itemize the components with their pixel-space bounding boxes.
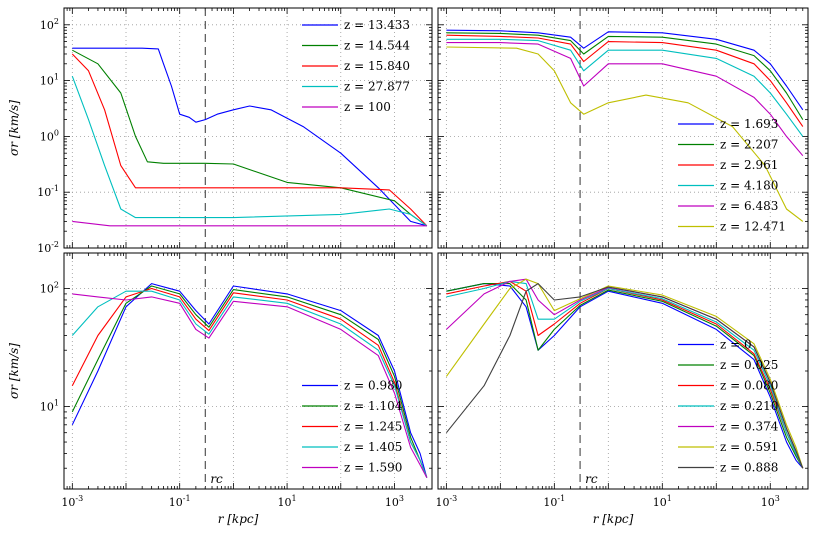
x-axis-label: r [kpc] bbox=[218, 512, 259, 526]
x-tick-label: 101 bbox=[653, 494, 672, 509]
y-tick-label: 101 bbox=[40, 399, 59, 414]
panel-bottom-left: rc 10-3 10-1 101 103 101 102 σr [km/s] r [kpc] z … bbox=[7, 252, 433, 526]
y-tick-label: 101 bbox=[40, 73, 59, 88]
x-tick-label: 10-3 bbox=[61, 494, 83, 509]
plot-frame bbox=[63, 7, 433, 249]
legend-label: z = 14.544 bbox=[344, 39, 410, 53]
series-line bbox=[71, 290, 428, 478]
legend-label: z = 0.888 bbox=[720, 461, 778, 475]
series-group bbox=[71, 283, 428, 478]
legend-label: z = 0.980 bbox=[344, 379, 402, 393]
legend-label: z = 1.405 bbox=[344, 440, 402, 454]
series-group bbox=[71, 47, 428, 227]
plot-frame bbox=[437, 7, 809, 249]
series-line bbox=[446, 283, 804, 469]
y-tick-label: 102 bbox=[40, 17, 59, 32]
legend-label: z = 0.080 bbox=[720, 379, 778, 393]
legend-label: z = 0.374 bbox=[720, 420, 779, 434]
y-tick-label: 102 bbox=[40, 281, 59, 296]
y-tick-label: 100 bbox=[40, 128, 59, 143]
series-line bbox=[445, 283, 804, 469]
series-line bbox=[446, 29, 804, 111]
legend-label: z = 2.207 bbox=[720, 138, 778, 152]
legend-label: z = 100 bbox=[344, 100, 391, 114]
series-line bbox=[71, 76, 428, 227]
x-tick-label: 101 bbox=[278, 494, 297, 509]
legend-label: z = 0.210 bbox=[720, 399, 778, 413]
series-line bbox=[71, 285, 428, 478]
y-axis-label: σr [km/s] bbox=[7, 100, 21, 156]
rc-label: rc bbox=[210, 472, 223, 486]
x-tick-label: 10-1 bbox=[169, 494, 191, 509]
legend-label: z = 1.104 bbox=[344, 399, 403, 413]
legend-label: z = 1.245 bbox=[344, 420, 402, 434]
series-line bbox=[445, 278, 804, 469]
legend-label: z = 0.025 bbox=[720, 358, 778, 372]
series-line bbox=[72, 49, 428, 227]
x-tick-label: 10-1 bbox=[543, 494, 565, 509]
legend: z = 13.433 z = 14.544 z = 15.840 z = 27.877… bbox=[302, 18, 410, 114]
legend-label: z = 6.483 bbox=[720, 199, 778, 213]
legend: z = 0 z = 0.025 z = 0.080 z = 0.210 z = 0.37… bbox=[678, 338, 779, 475]
panel-top-right: z = 1.693 z = 2.207 z = 2.961 z = 4.180 z = … bbox=[437, 7, 809, 249]
x-tick-label: 10-3 bbox=[435, 494, 457, 509]
legend-label: z = 4.180 bbox=[720, 179, 778, 193]
plot-frame bbox=[437, 252, 809, 490]
series-line bbox=[446, 32, 804, 120]
series-line bbox=[446, 46, 804, 222]
legend-label: z = 0 bbox=[720, 338, 752, 352]
series-line bbox=[446, 42, 804, 157]
series-line bbox=[446, 34, 804, 127]
y-tick-label: 10-2 bbox=[37, 240, 59, 255]
legend-label: z = 2.961 bbox=[720, 158, 778, 172]
series-line bbox=[72, 293, 428, 478]
x-tick-label: 103 bbox=[385, 494, 404, 509]
legend-label: z = 12.471 bbox=[720, 220, 786, 234]
series-line bbox=[72, 220, 427, 227]
series-line bbox=[446, 280, 804, 469]
legend: z = 1.693 z = 2.207 z = 2.961 z = 4.180 z = … bbox=[678, 117, 786, 234]
rc-label: rc bbox=[585, 472, 598, 486]
x-axis-label: r [kpc] bbox=[593, 512, 634, 526]
plot-frame bbox=[63, 252, 433, 490]
legend-label: z = 27.877 bbox=[344, 80, 410, 94]
legend-label: z = 1.693 bbox=[720, 117, 778, 131]
series-line bbox=[446, 38, 804, 137]
series-line bbox=[72, 47, 427, 227]
series-line bbox=[71, 53, 428, 227]
legend-label: z = 15.840 bbox=[344, 59, 410, 73]
legend-label: z = 1.590 bbox=[344, 461, 402, 475]
x-tick-label: 103 bbox=[761, 494, 780, 509]
series-line bbox=[446, 283, 804, 469]
legend-label: z = 0.591 bbox=[720, 440, 778, 454]
y-axis-label: σr [km/s] bbox=[7, 343, 21, 399]
legend-label: z = 13.433 bbox=[344, 18, 410, 32]
y-tick-label: 10-1 bbox=[37, 184, 59, 199]
series-group bbox=[446, 29, 804, 222]
legend: z = 0.980 z = 1.104 z = 1.245 z = 1.405 z = … bbox=[302, 379, 403, 475]
series-group bbox=[445, 278, 804, 469]
